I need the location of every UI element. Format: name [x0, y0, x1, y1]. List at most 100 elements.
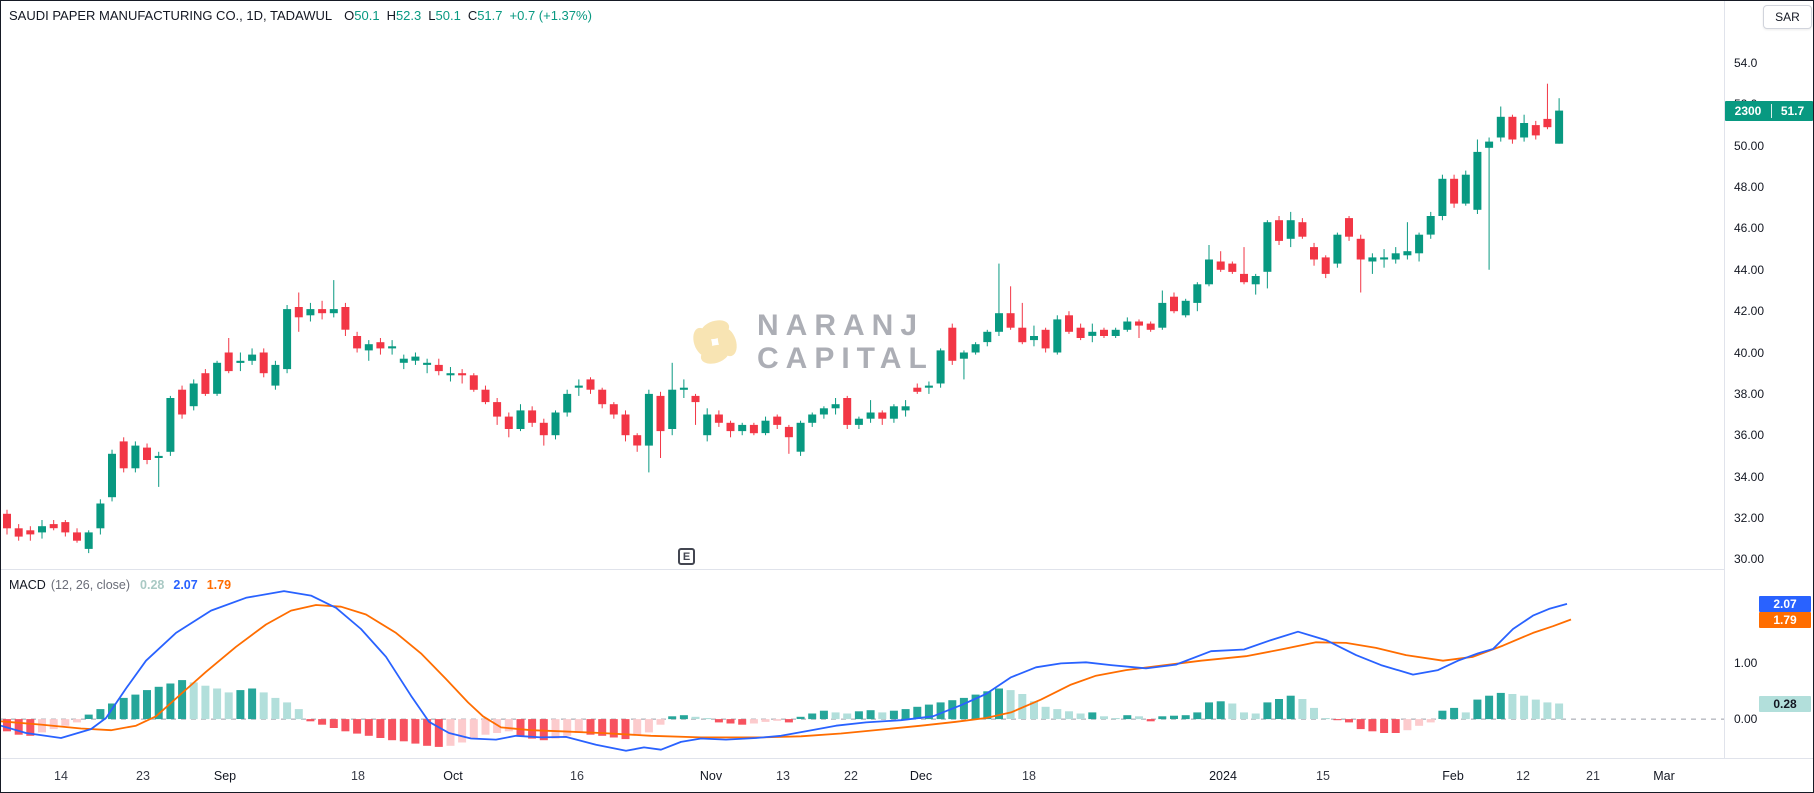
candle-body[interactable]	[38, 526, 46, 533]
candle-body[interactable]	[143, 447, 151, 460]
candle-body[interactable]	[26, 530, 35, 535]
candle-body[interactable]	[1100, 329, 1108, 336]
candle-body[interactable]	[1158, 302, 1167, 328]
candle-body[interactable]	[668, 389, 677, 429]
candle-body[interactable]	[1403, 251, 1412, 256]
candle-body[interactable]	[539, 422, 548, 436]
candle-body[interactable]	[948, 327, 957, 361]
candle-body[interactable]	[1006, 313, 1015, 328]
candle-body[interactable]	[399, 358, 408, 363]
candle-body[interactable]	[1240, 273, 1248, 283]
candle-body[interactable]	[1123, 321, 1132, 330]
candle-body[interactable]	[796, 422, 805, 452]
candle-body[interactable]	[1053, 319, 1062, 353]
candle-body[interactable]	[376, 342, 385, 349]
candle-body[interactable]	[1496, 116, 1505, 138]
candle-body[interactable]	[1531, 125, 1540, 136]
candle-body[interactable]	[271, 364, 280, 386]
candle-body[interactable]	[913, 387, 922, 392]
candle-body[interactable]	[1426, 216, 1435, 235]
currency-toggle-button[interactable]: SAR	[1763, 5, 1812, 29]
candle-body[interactable]	[1321, 257, 1330, 274]
candle-body[interactable]	[213, 362, 222, 394]
candle-body[interactable]	[1263, 222, 1272, 272]
candle-body[interactable]	[178, 389, 187, 415]
candle-body[interactable]	[854, 418, 863, 425]
candle-body[interactable]	[388, 346, 397, 349]
price-axis[interactable]: SAR 54.052.050.0048.0046.0044.0042.0040.…	[1724, 1, 1813, 758]
candle-body[interactable]	[1345, 218, 1353, 237]
candle-body[interactable]	[1111, 329, 1120, 336]
pane-divider[interactable]	[1, 569, 1724, 570]
candle-body[interactable]	[1030, 336, 1038, 341]
candle-body[interactable]	[154, 455, 163, 458]
candle-body[interactable]	[411, 356, 420, 361]
candle-body[interactable]	[1356, 238, 1365, 260]
candle-body[interactable]	[353, 336, 362, 349]
candle-body[interactable]	[808, 414, 817, 423]
candle-body[interactable]	[49, 524, 58, 529]
candle-body[interactable]	[866, 412, 875, 419]
candle-body[interactable]	[703, 414, 712, 436]
candle-body[interactable]	[656, 395, 665, 432]
candle-body[interactable]	[318, 309, 327, 314]
candle-body[interactable]	[1438, 178, 1447, 216]
candle-body[interactable]	[108, 453, 116, 498]
macd-pane[interactable]	[1, 570, 1724, 758]
candle-body[interactable]	[1041, 329, 1050, 349]
candle-body[interactable]	[1251, 276, 1260, 285]
candle-body[interactable]	[679, 387, 688, 390]
candle-body[interactable]	[971, 344, 980, 353]
candle-body[interactable]	[1205, 259, 1213, 285]
candle-body[interactable]	[1310, 247, 1318, 260]
candle-body[interactable]	[1065, 315, 1073, 332]
candle-body[interactable]	[644, 393, 653, 446]
candle-body[interactable]	[1368, 257, 1377, 262]
candle-body[interactable]	[446, 373, 455, 376]
candle-body[interactable]	[574, 385, 583, 388]
earnings-marker[interactable]: E	[678, 548, 695, 565]
candle-body[interactable]	[1135, 321, 1143, 326]
candle-body[interactable]	[259, 352, 268, 374]
candle-body[interactable]	[761, 420, 770, 434]
candle-body[interactable]	[189, 383, 198, 407]
candle-body[interactable]	[119, 441, 128, 469]
symbol-legend[interactable]: SAUDI PAPER MANUFACTURING CO., 1D, TADAW…	[9, 8, 592, 23]
symbol-title[interactable]: SAUDI PAPER MANUFACTURING CO., 1D, TADAW…	[9, 8, 333, 23]
candle-body[interactable]	[283, 309, 292, 370]
candle-body[interactable]	[329, 309, 338, 314]
time-axis[interactable]: 14 23 Sep 18 Oct 16 Nov 13 22 Dec 18 2024 15 Feb 12 21 M…	[1, 758, 1813, 792]
candle-body[interactable]	[493, 402, 502, 417]
candle-body[interactable]	[1146, 323, 1155, 330]
candle-body[interactable]	[469, 375, 478, 390]
candle-body[interactable]	[714, 414, 723, 423]
candle-body[interactable]	[458, 373, 467, 376]
candle-body[interactable]	[563, 393, 572, 413]
candle-body[interactable]	[609, 404, 618, 415]
candle-body[interactable]	[341, 307, 350, 330]
candle-body[interactable]	[1543, 118, 1552, 128]
candle-body[interactable]	[843, 398, 852, 425]
candle-body[interactable]	[1473, 151, 1482, 210]
candle-body[interactable]	[3, 513, 11, 529]
candle-body[interactable]	[1193, 284, 1202, 303]
candle-body[interactable]	[73, 532, 81, 541]
candle-body[interactable]	[1415, 234, 1424, 254]
candle-body[interactable]	[749, 424, 758, 434]
candle-body[interactable]	[1508, 116, 1517, 140]
candle-body[interactable]	[726, 422, 735, 432]
candle-body[interactable]	[1275, 220, 1283, 241]
candle-body[interactable]	[1450, 178, 1459, 204]
candle-body[interactable]	[878, 412, 887, 419]
candle-body[interactable]	[14, 528, 23, 537]
candle-body[interactable]	[201, 373, 210, 394]
candle-body[interactable]	[294, 307, 303, 318]
candle-body[interactable]	[1170, 296, 1178, 312]
candle-body[interactable]	[248, 354, 257, 361]
candle-body[interactable]	[633, 435, 642, 446]
candle-body[interactable]	[983, 331, 992, 343]
candle-body[interactable]	[84, 532, 93, 549]
candle-body[interactable]	[1228, 263, 1237, 272]
candle-body[interactable]	[1485, 141, 1494, 148]
candle-body[interactable]	[306, 309, 315, 316]
